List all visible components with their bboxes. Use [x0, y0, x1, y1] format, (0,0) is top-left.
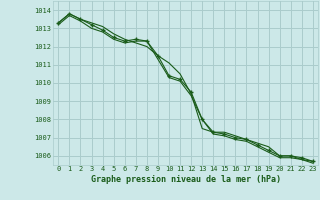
X-axis label: Graphe pression niveau de la mer (hPa): Graphe pression niveau de la mer (hPa)	[91, 175, 281, 184]
